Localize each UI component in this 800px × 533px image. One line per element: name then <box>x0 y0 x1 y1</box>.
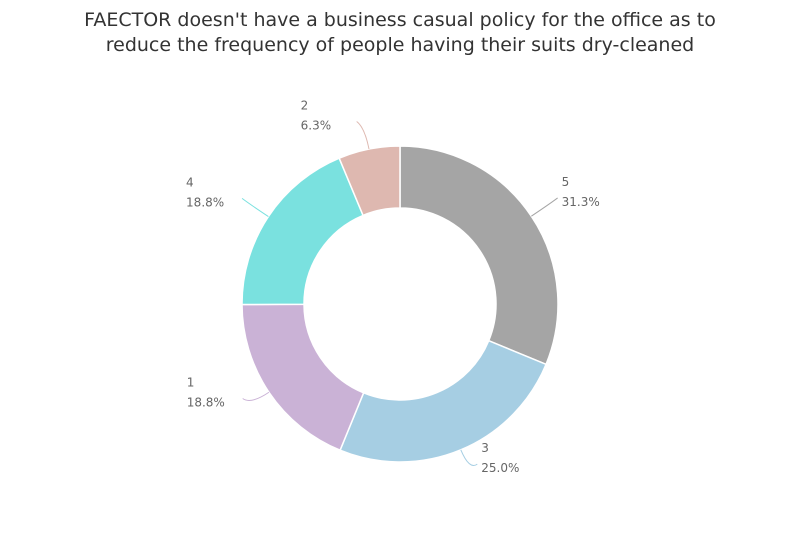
donut-slice-2[interactable] <box>338 145 401 217</box>
slice-label-category-3: 3 <box>481 441 489 455</box>
slice-label-percent-1: 18.8% <box>187 396 225 410</box>
slice-label-category-2: 2 <box>301 99 309 113</box>
slice-label-category-4: 4 <box>186 175 194 189</box>
chart-title: FAECTOR doesn't have a business casual p… <box>0 8 800 58</box>
donut-slice-3[interactable] <box>339 339 548 463</box>
slice-label-percent-5: 31.3% <box>562 195 600 209</box>
leader-line-5 <box>531 197 558 217</box>
leader-line-2 <box>356 121 370 150</box>
slice-label-percent-4: 18.8% <box>186 195 224 209</box>
slice-label-category-1: 1 <box>187 376 195 390</box>
leader-line-1 <box>242 391 270 401</box>
slice-labels: 5 31.3% 3 25.0% 1 18.8% 4 18.8% 2 6.3% <box>186 99 600 476</box>
donut-slices <box>241 145 559 463</box>
chart-title-line-2: reduce the frequency of people having th… <box>105 34 695 56</box>
chart-title-line-1: FAECTOR doesn't have a business casual p… <box>84 9 716 31</box>
leader-lines <box>241 121 558 466</box>
slice-label-percent-3: 25.0% <box>481 461 519 475</box>
donut-slice-5[interactable] <box>399 145 559 366</box>
leader-line-4 <box>241 198 269 217</box>
slice-label-category-5: 5 <box>562 175 570 189</box>
donut-slice-1[interactable] <box>241 303 365 452</box>
leader-line-3 <box>460 449 478 466</box>
donut-slice-4[interactable] <box>241 157 365 306</box>
slice-label-percent-2: 6.3% <box>301 119 332 133</box>
